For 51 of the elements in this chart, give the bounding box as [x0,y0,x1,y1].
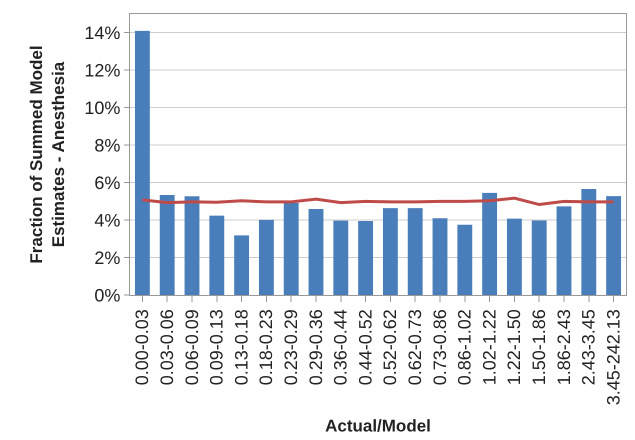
x-tick-label: 0.29-0.36 [306,309,326,386]
x-axis-title: Actual/Model [325,416,431,436]
x-tick-label: 0.03-0.06 [157,309,178,386]
x-tick-label: 1.50-1.86 [529,309,550,386]
x-tick-label: 2.43-3.45 [578,309,599,386]
bar [382,208,398,295]
bar [482,192,498,295]
x-tick-label: 3.45-242.13 [603,309,624,406]
bar [532,220,547,295]
x-tick-label: 0.23-0.29 [281,309,302,386]
y-tick-label: 0% [94,285,120,306]
y-tick-label: 12% [84,60,120,80]
y-tick-label: 14% [84,23,120,44]
bar [333,220,348,295]
x-tick-label: 0.62-0.73 [405,309,426,386]
bar [160,194,175,295]
bar [358,221,374,295]
y-tick-label: 8% [94,135,120,156]
x-tick-label: 0.18-0.23 [256,309,276,386]
line-series [140,196,616,206]
bar [408,208,423,295]
bar [209,216,224,295]
x-tick-label: 1.02-1.22 [479,309,500,386]
bar [506,218,522,295]
bar [556,206,572,295]
x-tick-label: 0.36-0.44 [330,309,351,386]
x-tick-label: 0.52-0.62 [380,309,400,386]
x-tick-label: 0.13-0.18 [231,309,252,386]
bar [308,209,324,295]
bar [184,196,200,295]
y-tick-label: 2% [94,248,120,268]
x-tick-label: 1.22-1.50 [504,309,524,386]
bar [258,220,274,295]
bar [284,202,299,295]
x-tick-label: 0.09-0.13 [206,309,227,386]
bar [457,224,472,295]
x-tick-label: 1.86-2.43 [554,309,574,386]
x-tick-label: 0.86-1.02 [454,309,475,386]
bar [134,30,150,295]
x-tick-label: 0.44-0.52 [355,309,376,386]
bar [432,218,448,295]
y-tick-label: 6% [94,172,120,193]
bar [606,196,622,295]
bar [581,188,596,295]
x-tick-label: 0.00-0.03 [132,309,152,386]
y-axis-title: Fraction of Summed Model Estimates - Anesthesia [26,45,68,264]
x-tick-label: 0.06-0.09 [182,309,202,386]
x-tick-label: 0.73-0.86 [430,309,450,386]
y-tick-label: 10% [84,98,120,118]
bar [234,235,250,295]
y-tick-label: 4% [94,210,120,230]
